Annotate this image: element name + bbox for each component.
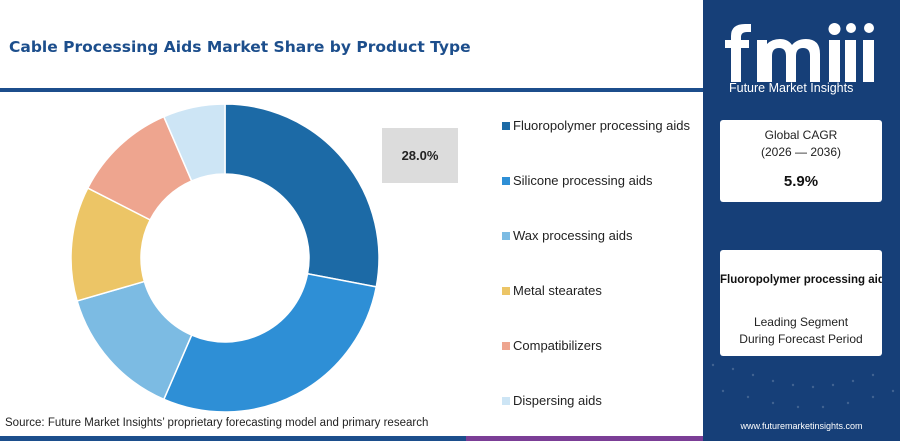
wave-pattern (711, 363, 895, 409)
legend-label: Metal stearates (513, 283, 602, 298)
legend-item: Wax processing aids (502, 228, 632, 243)
donut-chart (70, 103, 380, 413)
legend-swatch (502, 121, 510, 130)
legend-label: Silicone processing aids (513, 173, 653, 188)
legend-swatch (502, 341, 510, 350)
legend-swatch (502, 176, 510, 185)
leading-segment-card: Fluoropolymer processing aids Leading Se… (720, 250, 882, 356)
legend-label: Compatibilizers (513, 338, 602, 353)
segment-label-line1: Leading Segment (753, 315, 849, 329)
bottom-color-bar (0, 436, 703, 441)
leading-segment-label: Leading Segment During Forecast Period (720, 314, 882, 348)
legend-item: Compatibilizers (502, 338, 602, 353)
fmi-logo: fmi (725, 23, 874, 82)
donut-slice-dispersing-aids (162, 103, 226, 182)
legend-label: Fluoropolymer processing aids (513, 118, 691, 133)
title-divider (0, 88, 703, 92)
donut-slice-silicone-processing-aids (162, 272, 378, 413)
cagr-value: 5.9% (783, 173, 819, 190)
segment-label-line2: During Forecast Period (739, 332, 863, 346)
legend-swatch (502, 396, 510, 405)
legend-item: Fluoropolymer processing aids (502, 118, 690, 133)
bottom-bar-segment (0, 436, 466, 441)
legend-item: Silicone processing aids (502, 173, 652, 188)
chart-title: Cable Processing Aids Market Share by Pr… (9, 38, 471, 56)
cagr-card: Global CAGR (2026 — 2036) 5.9% (720, 120, 882, 202)
website-link[interactable]: www.futuremarketinsights.com (740, 421, 863, 431)
leading-segment-name: Fluoropolymer processing aids (720, 274, 882, 286)
logo-subtitle: Future Market Insights (729, 81, 854, 95)
cagr-label-line2: (2026 — 2036) (760, 145, 842, 159)
value-callout: 28.0% (382, 128, 458, 183)
cagr-label: Global CAGR (2026 — 2036) (720, 127, 882, 161)
legend-label: Wax processing aids (513, 228, 633, 243)
legend-label: Dispersing aids (513, 393, 602, 408)
sidebar-panel: fmi Future Market Insights Global CAGR (… (703, 0, 900, 441)
legend-swatch (502, 286, 510, 295)
bottom-bar-segment (466, 436, 703, 441)
legend-item: Dispersing aids (502, 393, 602, 408)
legend-item: Metal stearates (502, 283, 602, 298)
source-note: Source: Future Market Insights’ propriet… (5, 417, 429, 429)
legend-swatch (502, 231, 510, 240)
cagr-label-line1: Global CAGR (764, 128, 838, 142)
donut-slice-fluoropolymer-processing-aids (224, 103, 380, 288)
